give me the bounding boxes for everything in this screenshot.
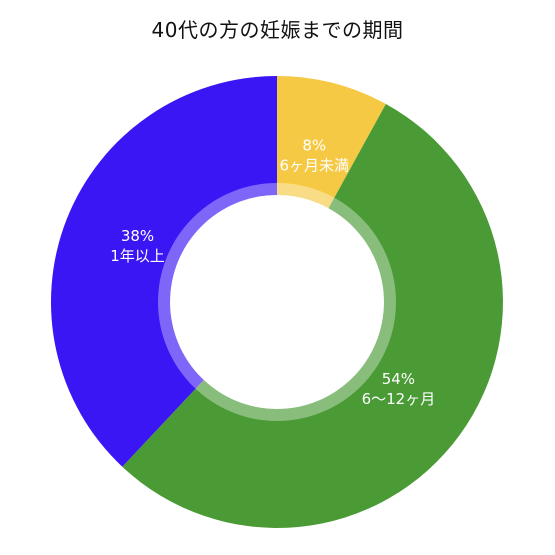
chart-title: 40代の方の妊娠までの期間: [151, 18, 404, 42]
labels-group: 8% 6ヶ月未満 54% 6〜12ヶ月 38% 1年以上: [110, 137, 435, 409]
slice-value-label-1: 54%: [382, 370, 415, 388]
slice-value-label-0: 8%: [302, 137, 326, 155]
slice-2: [50, 75, 278, 467]
slice-category-label-2: 1年以上: [110, 247, 165, 265]
inner-ring: [158, 183, 396, 421]
slice-category-label-0: 6ヶ月未満: [280, 157, 350, 175]
slice-value-label-2: 38%: [121, 227, 154, 245]
donut-hole: [170, 195, 384, 409]
slice-category-label-1: 6〜12ヶ月: [362, 390, 436, 408]
